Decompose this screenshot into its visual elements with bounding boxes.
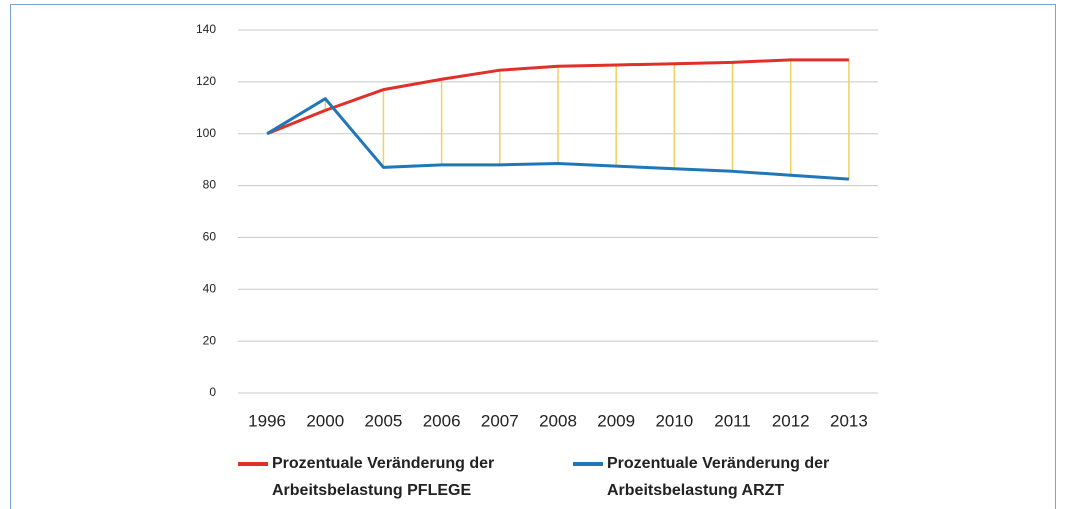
x-tick-label: 2010: [655, 411, 693, 430]
series-line: [266, 97, 850, 181]
y-tick-label: 80: [203, 178, 217, 192]
legend-item: Prozentuale Veränderung der Arbeitsbelas…: [573, 450, 897, 504]
x-tick-label: 2000: [306, 411, 344, 430]
x-tick-label: 2005: [365, 411, 403, 430]
y-tick-label: 20: [203, 333, 217, 347]
legend-swatch: [573, 462, 603, 466]
legend-swatch: [238, 462, 268, 466]
x-tick-label: 2009: [597, 411, 635, 430]
x-tick-label: 1996: [248, 411, 286, 430]
x-tick-label: 2011: [714, 411, 751, 430]
x-tick-label: 2013: [830, 411, 868, 430]
legend-item: Prozentuale Veränderung der Arbeitsbelas…: [238, 450, 562, 504]
frame: [10, 4, 1056, 509]
y-tick-label: 100: [196, 126, 216, 140]
y-tick-label: 60: [203, 230, 217, 244]
x-tick-label: 2008: [539, 411, 577, 430]
x-tick-label: 2007: [481, 411, 519, 430]
y-tick-label: 120: [196, 74, 216, 88]
y-tick-label: 40: [203, 281, 217, 295]
series-line: [266, 58, 849, 136]
legend-label: Prozentuale Veränderung der Arbeitsbelas…: [272, 455, 495, 499]
y-tick-label: 140: [196, 22, 216, 36]
y-tick-label: 0: [209, 385, 216, 399]
x-tick-label: 2006: [423, 411, 461, 430]
legend-label: Prozentuale Veränderung der Arbeitsbelas…: [607, 455, 830, 499]
x-tick-label: 2012: [772, 411, 810, 430]
